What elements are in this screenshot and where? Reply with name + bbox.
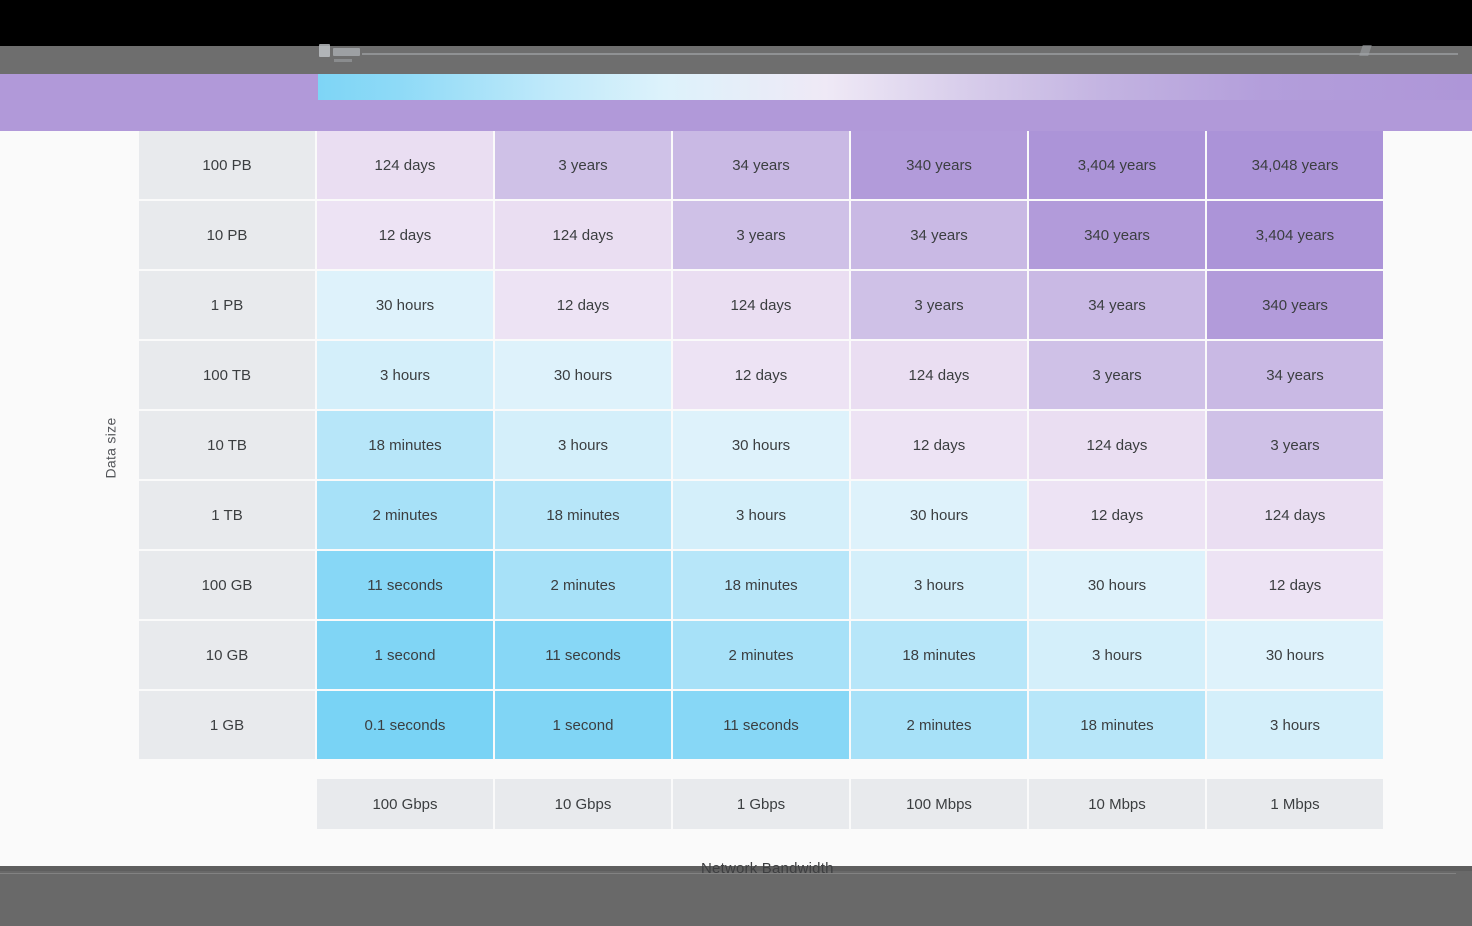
heatmap-cell: 0.1 seconds bbox=[317, 691, 493, 759]
bandwidth-label: 10 Mbps bbox=[1029, 779, 1205, 829]
heatmap-cell: 2 minutes bbox=[851, 691, 1027, 759]
heatmap-cell: 2 minutes bbox=[317, 481, 493, 549]
heatmap-cell: 12 days bbox=[673, 341, 849, 409]
toolbar-divider-line bbox=[362, 53, 1458, 55]
heatmap-cell: 3 hours bbox=[317, 341, 493, 409]
heatmap-cell: 30 hours bbox=[1029, 551, 1205, 619]
bandwidth-label: 100 Gbps bbox=[317, 779, 493, 829]
toolbar-text-smudge bbox=[319, 44, 330, 57]
heatmap-cell: 30 hours bbox=[851, 481, 1027, 549]
heatmap-cell: 18 minutes bbox=[673, 551, 849, 619]
row-label: 10 PB bbox=[139, 201, 315, 269]
heatmap-cell: 3 years bbox=[1207, 411, 1383, 479]
heatmap-cell: 1 second bbox=[495, 691, 671, 759]
heatmap-cell: 3,404 years bbox=[1029, 131, 1205, 199]
row-label: 100 PB bbox=[139, 131, 315, 199]
heatmap-cell: 3 hours bbox=[1207, 691, 1383, 759]
y-axis-label: Data size bbox=[103, 417, 119, 479]
colorscale-legend-gradient bbox=[318, 74, 1472, 100]
heatmap-cell: 3 hours bbox=[673, 481, 849, 549]
heatmap-cell: 12 days bbox=[317, 201, 493, 269]
heatmap-cell: 34 years bbox=[1207, 341, 1383, 409]
bandwidth-label: 1 Mbps bbox=[1207, 779, 1383, 829]
heatmap-cell: 18 minutes bbox=[317, 411, 493, 479]
heatmap-cell: 3,404 years bbox=[1207, 201, 1383, 269]
heatmap-cell: 34 years bbox=[1029, 271, 1205, 339]
heatmap-cell: 11 seconds bbox=[317, 551, 493, 619]
heatmap-cell: 30 hours bbox=[673, 411, 849, 479]
heatmap-cell: 340 years bbox=[1207, 271, 1383, 339]
row-label: 1 PB bbox=[139, 271, 315, 339]
heatmap-cell: 18 minutes bbox=[851, 621, 1027, 689]
heatmap-cell: 30 hours bbox=[1207, 621, 1383, 689]
heatmap-cell: 3 years bbox=[495, 131, 671, 199]
toolbar-text-smudge bbox=[334, 59, 352, 62]
row-label: 1 GB bbox=[139, 691, 315, 759]
row-label: 10 GB bbox=[139, 621, 315, 689]
heatmap-cell: 11 seconds bbox=[673, 691, 849, 759]
heatmap-cell: 124 days bbox=[317, 131, 493, 199]
heatmap-cell: 1 second bbox=[317, 621, 493, 689]
heatmap-cell: 34 years bbox=[851, 201, 1027, 269]
heatmap-cell: 340 years bbox=[1029, 201, 1205, 269]
heatmap-cell: 3 years bbox=[851, 271, 1027, 339]
heatmap-cell: 3 years bbox=[1029, 341, 1205, 409]
row-label: 10 TB bbox=[139, 411, 315, 479]
bandwidth-label-row: 100 Gbps 10 Gbps 1 Gbps 100 Mbps 10 Mbps 1 Mb… bbox=[317, 779, 1383, 829]
heatmap-cell: 3 hours bbox=[1029, 621, 1205, 689]
header-band bbox=[0, 74, 1472, 131]
heatmap-table: 100 PB 124 days 3 years 34 years 340 years 3,… bbox=[139, 131, 1383, 759]
heatmap-cell: 11 seconds bbox=[495, 621, 671, 689]
row-label: 100 TB bbox=[139, 341, 315, 409]
bottom-bar bbox=[0, 866, 1472, 926]
heatmap-cell: 12 days bbox=[1029, 481, 1205, 549]
heatmap-cell: 18 minutes bbox=[1029, 691, 1205, 759]
bottom-bar-line bbox=[0, 873, 1456, 874]
x-axis-label: Network Bandwidth bbox=[701, 860, 834, 877]
heatmap-cell: 34 years bbox=[673, 131, 849, 199]
toolbar-text-smudge bbox=[333, 48, 360, 56]
viewer-toolbar bbox=[0, 44, 1472, 74]
heatmap-cell: 12 days bbox=[851, 411, 1027, 479]
heatmap-cell: 30 hours bbox=[317, 271, 493, 339]
heatmap-cell: 30 hours bbox=[495, 341, 671, 409]
heatmap-cell: 124 days bbox=[495, 201, 671, 269]
bottom-bar-dark-strip bbox=[0, 866, 1472, 871]
heatmap-cell: 124 days bbox=[851, 341, 1027, 409]
heatmap-cell: 12 days bbox=[495, 271, 671, 339]
heatmap-cell: 2 minutes bbox=[495, 551, 671, 619]
heatmap-cell: 3 hours bbox=[495, 411, 671, 479]
heatmap-cell: 124 days bbox=[1207, 481, 1383, 549]
heatmap-cell: 2 minutes bbox=[673, 621, 849, 689]
heatmap-cell: 18 minutes bbox=[495, 481, 671, 549]
bandwidth-label: 100 Mbps bbox=[851, 779, 1027, 829]
heatmap-cell: 340 years bbox=[851, 131, 1027, 199]
heatmap-cell: 3 years bbox=[673, 201, 849, 269]
bandwidth-label: 10 Gbps bbox=[495, 779, 671, 829]
heatmap-cell: 124 days bbox=[673, 271, 849, 339]
bandwidth-label: 1 Gbps bbox=[673, 779, 849, 829]
heatmap-cell: 3 hours bbox=[851, 551, 1027, 619]
heatmap-cell: 124 days bbox=[1029, 411, 1205, 479]
row-label: 1 TB bbox=[139, 481, 315, 549]
top-letterbox-bar bbox=[0, 0, 1472, 46]
row-label: 100 GB bbox=[139, 551, 315, 619]
heatmap-cell: 12 days bbox=[1207, 551, 1383, 619]
heatmap-cell: 34,048 years bbox=[1207, 131, 1383, 199]
